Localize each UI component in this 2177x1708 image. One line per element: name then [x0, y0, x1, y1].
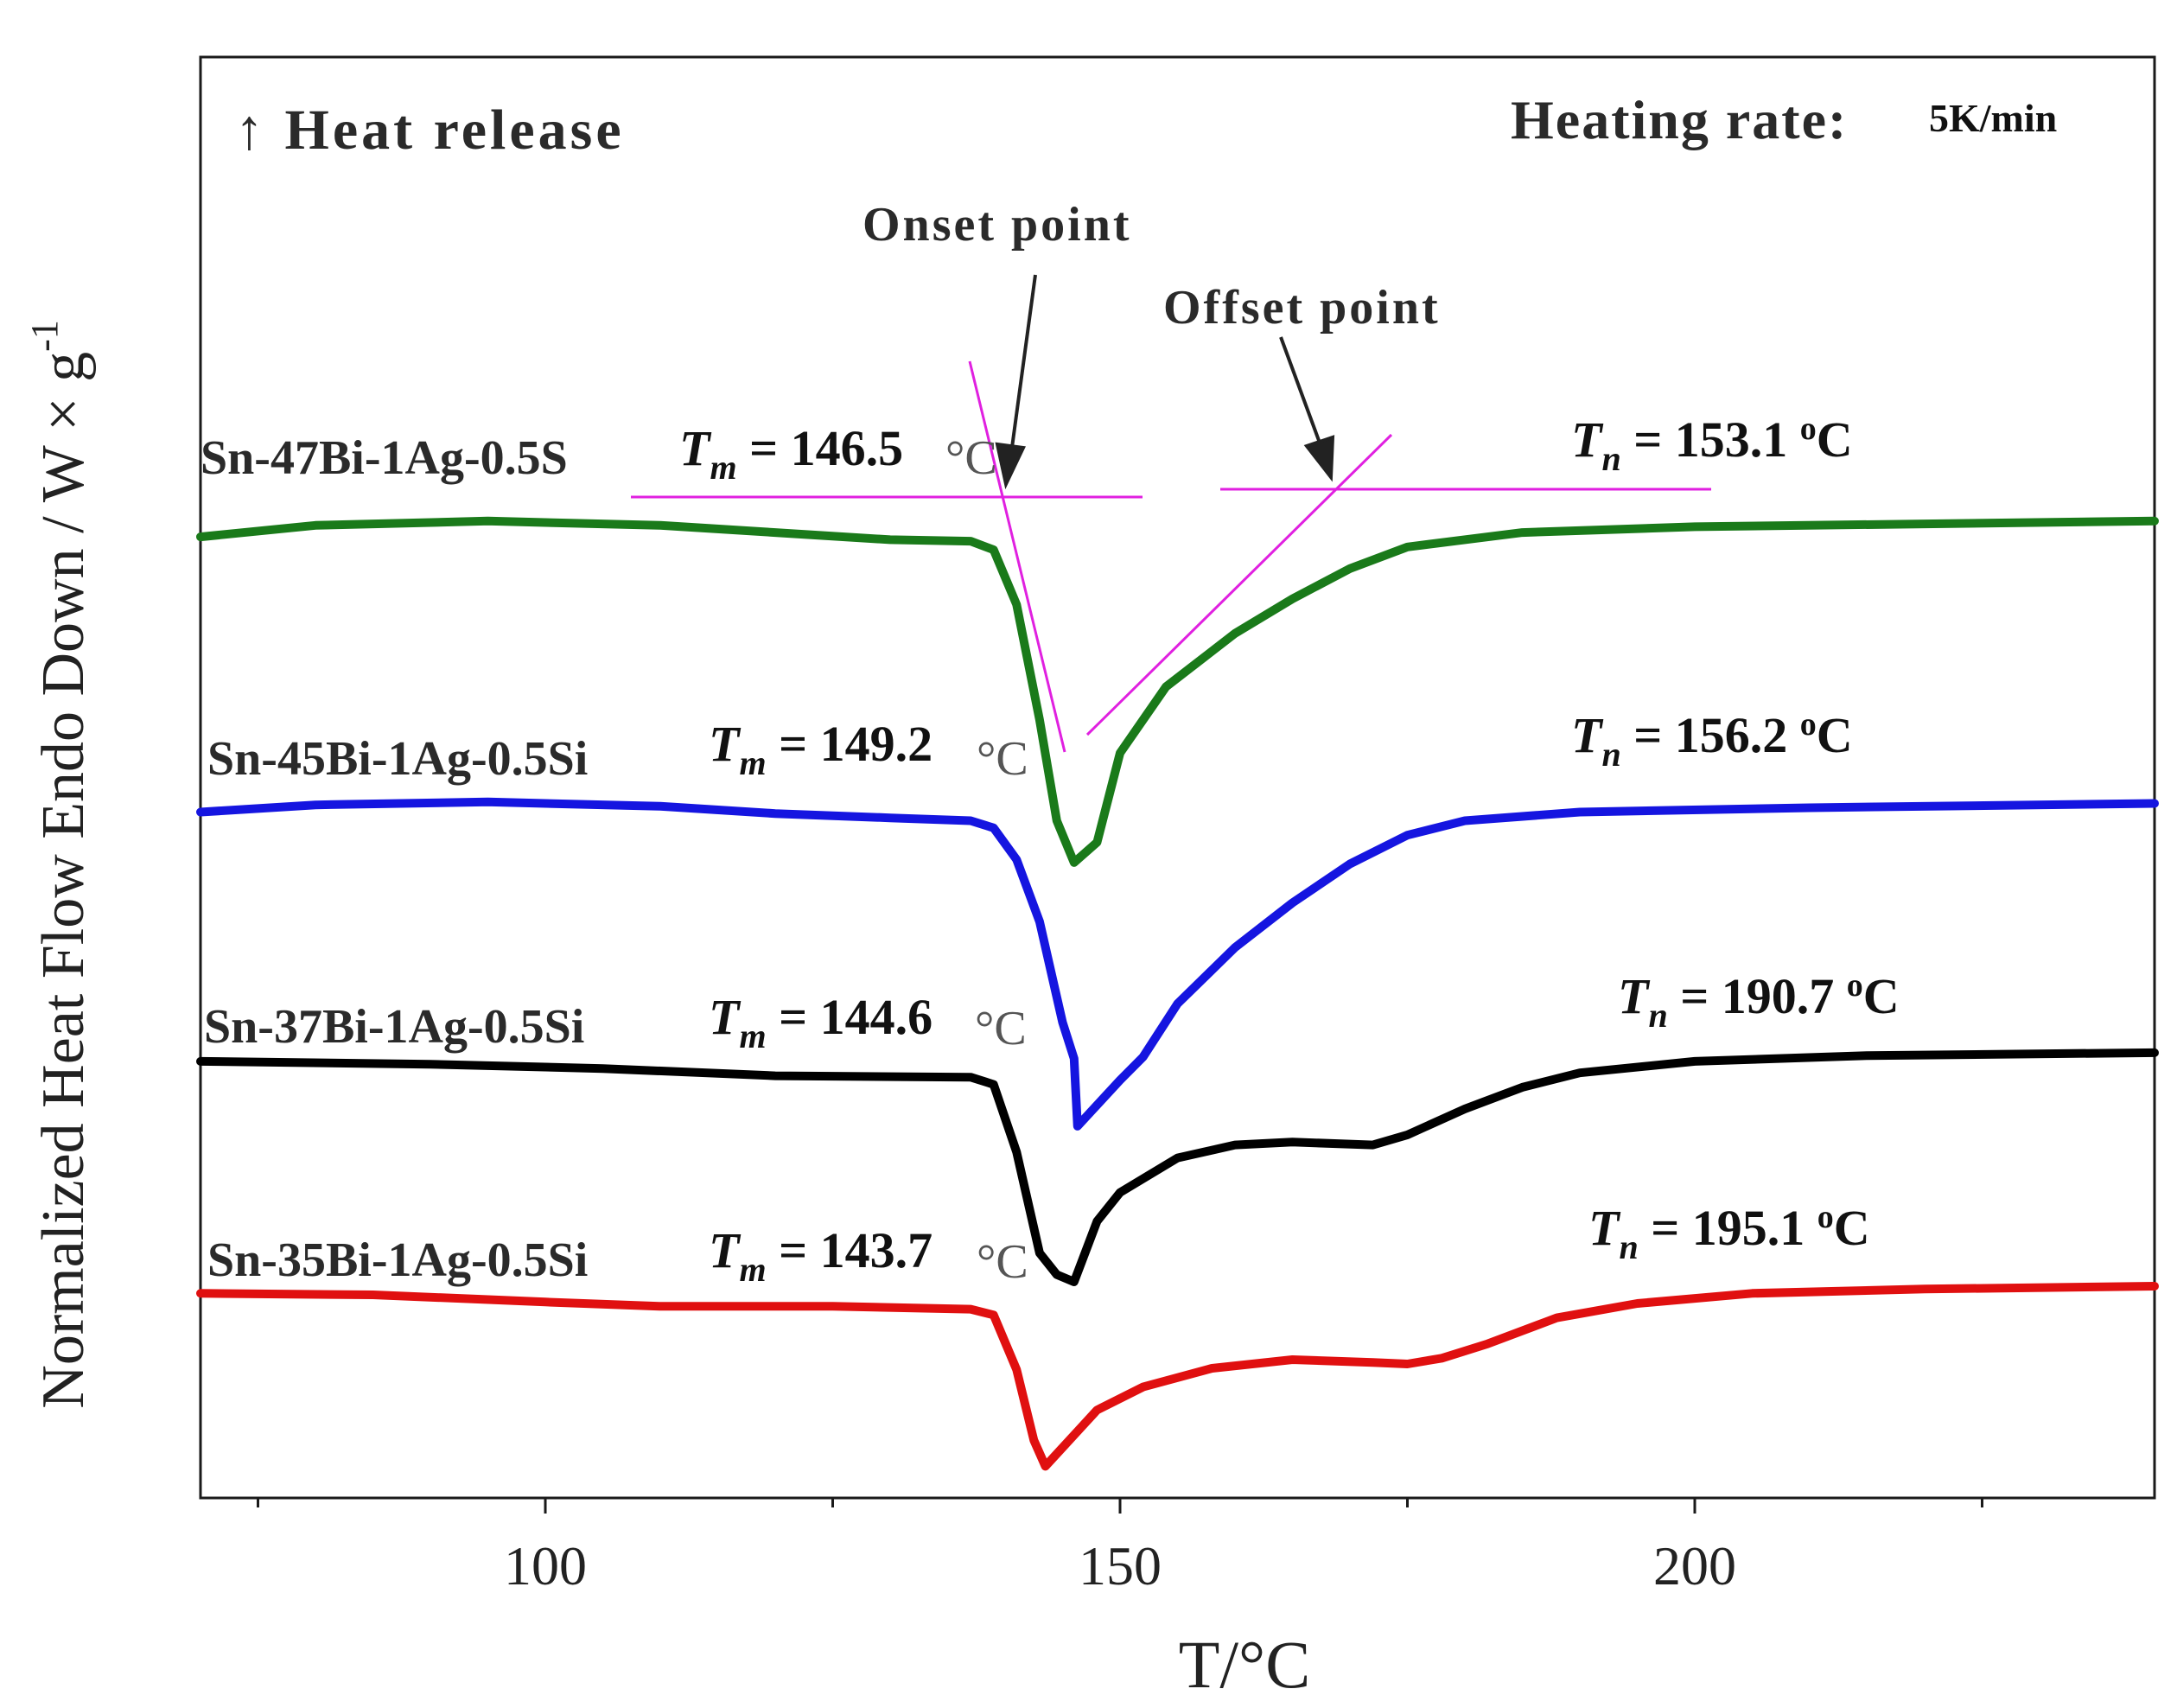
- series-2-tm: Tm = 144.6: [709, 989, 933, 1055]
- series-line-3: [196, 1282, 2159, 1471]
- series-3-annotations: Sn-35Bi-1Ag-0.5Si Tm = 143.7 °C Tn = 195…: [207, 1199, 1870, 1289]
- tangent-lines: [631, 360, 1711, 753]
- series-0-annotations: Sn-47Bi-1Ag-0.5S Tm = 146.5 °C Tn = 153.…: [201, 411, 1853, 487]
- heating-rate-label: Heating rate:: [1511, 89, 1848, 150]
- series-3-tm-value: 143.7: [820, 1222, 933, 1278]
- series-3-tm-unit: °C: [977, 1235, 1028, 1289]
- series-2-name: Sn-37Bi-1Ag-0.5Si: [204, 1000, 584, 1054]
- series-0-name: Sn-47Bi-1Ag-0.5S: [201, 431, 568, 485]
- series-3-tn: Tn = 195.1 oC: [1588, 1199, 1870, 1266]
- series-0-tn-unit: C: [1817, 411, 1853, 468]
- y-axis-label-superscript: -1: [23, 320, 66, 352]
- annotation-arrows: [995, 274, 1335, 490]
- series-0-tm-unit: °C: [945, 431, 997, 485]
- heat-release-label: ↑ Heat release: [235, 99, 625, 162]
- series-1-name: Sn-45Bi-1Ag-0.5Si: [207, 732, 588, 786]
- series-2-tn-unit: C: [1863, 968, 1900, 1024]
- x-axis-ticks: [257, 1498, 1983, 1514]
- offset-arrow-line: [1279, 336, 1322, 446]
- onset-slope-tangent: [968, 360, 1066, 753]
- series-3-tn-value: 195.1: [1692, 1200, 1805, 1256]
- series-curves: [196, 516, 2159, 1471]
- series-0-tn-value: 153.1: [1675, 411, 1788, 468]
- series-line-2: [196, 1048, 2159, 1286]
- series-3-tn-unit: C: [1834, 1200, 1870, 1256]
- series-0-tm-value: 146.5: [791, 420, 904, 476]
- offset-point-label: Offset point: [1163, 281, 1441, 335]
- offset-slope-tangent: [1085, 433, 1393, 736]
- series-line-1: [196, 797, 2159, 1131]
- heating-rate-value: 5K/min: [1929, 96, 2057, 140]
- onset-arrow-head: [995, 442, 1026, 490]
- series-0-tm: Tm = 146.5: [679, 420, 903, 487]
- series-2-tn: Tn = 190.7 oC: [1618, 967, 1900, 1035]
- series-2-tm-unit: °C: [975, 1002, 1027, 1055]
- series-1-tm: Tm = 149.2: [709, 716, 933, 782]
- series-line-0: [196, 516, 2159, 867]
- y-axis-label-text: Normalized Heat Flow Endo Down / W × g: [30, 352, 97, 1409]
- series-3-name: Sn-35Bi-1Ag-0.5Si: [207, 1233, 588, 1287]
- series-1-tn: Tn = 156.2 oC: [1571, 706, 1853, 774]
- series-1-tn-value: 156.2: [1675, 707, 1788, 763]
- series-1-tn-unit: C: [1817, 707, 1853, 763]
- series-2-tn-value: 190.7: [1722, 968, 1835, 1024]
- y-axis-label-group: Normalized Heat Flow Endo Down / W × g-1: [23, 320, 97, 1408]
- x-tick-label: 200: [1653, 1535, 1736, 1596]
- plot-frame: [199, 55, 2156, 1500]
- series-3-tm: Tm = 143.7: [709, 1222, 933, 1289]
- onset-point-label: Onset point: [863, 198, 1132, 252]
- x-tick-label: 100: [504, 1535, 587, 1596]
- onset-arrow-line: [1009, 274, 1037, 455]
- x-axis-tick-labels: 100 150 200: [504, 1535, 1736, 1596]
- y-axis-label: Normalized Heat Flow Endo Down / W × g-1: [23, 320, 97, 1408]
- x-tick-label: 150: [1079, 1535, 1162, 1596]
- x-axis-label: T/°C: [1179, 1627, 1311, 1702]
- series-1-tm-unit: °C: [977, 732, 1028, 786]
- offset-arrow-head: [1303, 435, 1335, 482]
- series-2-annotations: Sn-37Bi-1Ag-0.5Si Tm = 144.6 °C Tn = 190…: [204, 967, 1900, 1055]
- series-1-tm-value: 149.2: [820, 716, 933, 772]
- series-0-tn: Tn = 153.1 oC: [1571, 411, 1853, 478]
- series-1-annotations: Sn-45Bi-1Ag-0.5Si Tm = 149.2 °C Tn = 156…: [207, 706, 1853, 786]
- series-2-tm-value: 144.6: [820, 989, 933, 1045]
